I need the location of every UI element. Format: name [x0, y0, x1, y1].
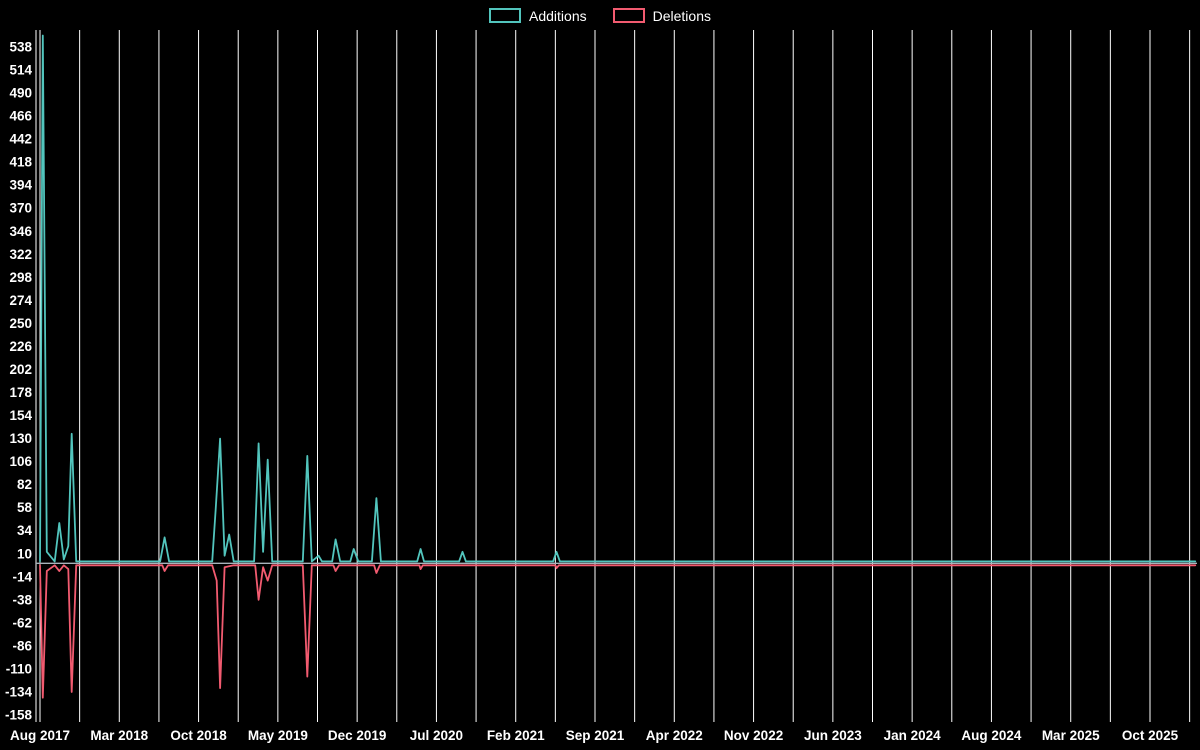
y-tick-label: 250 [9, 316, 32, 331]
y-tick-label: 322 [9, 247, 32, 262]
x-tick-label: May 2019 [248, 728, 308, 743]
deletions-swatch-icon [612, 8, 645, 23]
y-tick-label: 442 [9, 132, 32, 147]
y-tick-label: -38 [12, 592, 32, 607]
x-tick-label: Mar 2018 [90, 728, 148, 743]
y-tick-label: 298 [9, 270, 32, 285]
y-tick-label: 274 [9, 293, 32, 308]
y-tick-label: 178 [9, 385, 32, 400]
y-tick-label: 226 [9, 339, 32, 354]
x-tick-label: Apr 2022 [646, 728, 703, 743]
y-tick-label: 490 [9, 86, 32, 101]
y-tick-label: -14 [12, 569, 32, 584]
x-tick-label: Nov 2022 [724, 728, 783, 743]
x-tick-label: Mar 2025 [1042, 728, 1100, 743]
legend-label-additions: Additions [529, 7, 587, 24]
legend-item-additions[interactable]: Additions [489, 8, 587, 23]
y-tick-label: 346 [9, 224, 32, 239]
x-tick-label: Oct 2018 [170, 728, 227, 743]
y-tick-label: 538 [9, 40, 32, 55]
legend-item-deletions[interactable]: Deletions [612, 7, 711, 24]
y-tick-label: 418 [9, 155, 32, 170]
y-tick-label: 106 [9, 454, 32, 469]
y-tick-label: 154 [9, 408, 32, 423]
series-line-deletions [39, 564, 1197, 699]
y-tick-label: 394 [9, 178, 32, 193]
x-tick-label: Aug 2017 [10, 728, 70, 743]
y-tick-label: 82 [17, 477, 32, 492]
y-tick-label: 58 [17, 500, 33, 515]
x-tick-label: Jun 2023 [804, 728, 862, 743]
chart-legend: Additions Deletions [0, 8, 1200, 23]
x-tick-label: Jan 2024 [884, 728, 942, 743]
x-tick-label: Sep 2021 [566, 728, 625, 743]
y-tick-label: 514 [9, 63, 32, 78]
additions-swatch-icon [489, 8, 522, 23]
y-tick-label: 466 [9, 109, 32, 124]
y-tick-label: 10 [17, 546, 32, 561]
y-tick-label: -110 [6, 661, 32, 676]
y-tick-label: 130 [9, 431, 32, 446]
y-tick-label: 202 [9, 362, 32, 377]
legend-label-deletions: Deletions [652, 7, 711, 24]
y-tick-label: -158 [5, 708, 33, 723]
y-tick-label: -86 [12, 638, 32, 653]
x-tick-label: Jul 2020 [410, 728, 463, 743]
x-tick-label: Aug 2024 [961, 728, 1022, 743]
y-tick-label: -62 [12, 615, 32, 630]
x-tick-label: Feb 2021 [487, 728, 545, 743]
series-line-additions [39, 34, 1197, 563]
y-tick-label: 370 [9, 201, 32, 216]
x-tick-label: Dec 2019 [328, 728, 387, 743]
y-tick-label: -134 [5, 684, 33, 699]
y-tick-label: 34 [17, 523, 33, 538]
x-tick-label: Oct 2025 [1122, 728, 1179, 743]
